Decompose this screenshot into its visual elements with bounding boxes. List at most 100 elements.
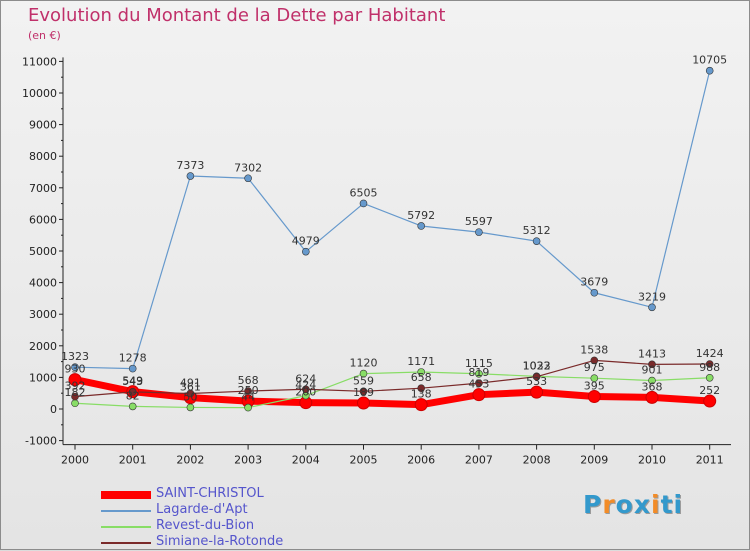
brand-letter: t <box>660 490 674 519</box>
legend-label: SAINT-CHRISTOL <box>156 486 264 501</box>
data-point <box>587 390 601 404</box>
x-tick-label: 2002 <box>176 454 204 467</box>
data-point <box>705 360 714 368</box>
data-label: 533 <box>526 375 547 388</box>
proxiti-logo: Proxiti <box>583 490 683 519</box>
y-tick-label: 9000 <box>29 119 57 132</box>
data-point <box>71 392 79 401</box>
brand-letter: i <box>651 490 661 519</box>
data-label: 1278 <box>119 352 147 365</box>
data-point <box>301 247 310 256</box>
data-point <box>414 398 428 412</box>
data-label: 6505 <box>350 186 378 199</box>
data-label: 975 <box>584 361 605 374</box>
x-tick-label: 2007 <box>465 454 493 467</box>
data-label: 7302 <box>234 161 262 174</box>
data-point <box>532 372 541 381</box>
data-point <box>417 384 426 393</box>
y-tick-label: 8000 <box>29 150 57 163</box>
y-tick-label: 0 <box>50 403 57 416</box>
legend-label: Lagarde-d'Apt <box>156 502 248 517</box>
y-tick-label: 5000 <box>29 245 57 258</box>
data-label: 5597 <box>465 215 493 228</box>
data-label: 624 <box>295 372 316 385</box>
data-label: 189 <box>353 386 374 399</box>
data-label: 930 <box>65 363 86 376</box>
data-label: 1424 <box>696 347 724 360</box>
y-unit-label: (en €) <box>28 29 61 42</box>
data-point <box>475 369 483 378</box>
y-tick-label: 3000 <box>29 308 57 321</box>
chart-title: Evolution du Montant de la Dette par Hab… <box>28 5 446 26</box>
x-tick-label: 2010 <box>638 454 666 467</box>
y-tick-label: 10000 <box>22 87 57 100</box>
data-label: 392 <box>65 380 86 393</box>
x-tick-label: 2003 <box>234 454 262 467</box>
data-point <box>648 360 656 369</box>
data-label: 252 <box>699 384 720 397</box>
brand-letter: P <box>583 490 603 519</box>
data-label: 10705 <box>692 54 727 67</box>
data-point <box>244 403 252 412</box>
x-tick-label: 2006 <box>407 454 435 467</box>
data-label: 491 <box>180 376 201 389</box>
data-label: 5312 <box>523 224 551 237</box>
data-label: 1171 <box>407 355 435 368</box>
data-label: 1120 <box>350 357 378 370</box>
data-label: 424 <box>295 379 316 392</box>
data-label: 658 <box>411 371 432 384</box>
data-label: 901 <box>642 364 663 377</box>
data-label: 568 <box>238 374 259 387</box>
data-point <box>475 379 483 387</box>
data-label: 819 <box>468 366 489 379</box>
data-label: 1538 <box>580 343 608 356</box>
brand-letter: r <box>602 490 616 519</box>
data-label: 5792 <box>407 209 435 222</box>
legend-item: Simiane-la-Rotonde <box>101 534 401 551</box>
data-point <box>530 385 544 399</box>
data-label: 361 <box>180 381 201 394</box>
data-label: 559 <box>353 374 374 387</box>
y-tick-label: 2000 <box>29 340 57 353</box>
legend-item: SAINT-CHRISTOL <box>101 486 401 503</box>
data-label: 1323 <box>61 350 89 363</box>
data-point <box>186 172 195 180</box>
data-label: 50 <box>183 390 197 403</box>
data-label: 543 <box>122 375 143 388</box>
data-point <box>417 222 426 230</box>
data-point <box>71 363 79 371</box>
data-label: 1033 <box>523 359 551 372</box>
data-point <box>590 356 599 365</box>
data-point <box>703 394 717 408</box>
data-label: 395 <box>584 380 605 393</box>
data-point <box>645 390 659 404</box>
data-point <box>590 288 599 297</box>
data-point <box>128 388 137 396</box>
y-tick-label: 1000 <box>29 371 57 384</box>
data-point <box>359 387 368 396</box>
y-tick-label: 11000 <box>22 55 57 68</box>
legend-label: Revest-du-Bion <box>156 518 255 533</box>
series-line-1 <box>74 70 711 370</box>
data-label: 1413 <box>638 347 666 360</box>
data-point <box>417 368 426 376</box>
data-label: 368 <box>642 380 663 393</box>
data-point <box>705 66 714 75</box>
data-label: 138 <box>411 388 432 401</box>
data-label: 549 <box>122 375 143 388</box>
x-tick-label: 2004 <box>292 454 320 467</box>
data-point <box>648 303 656 312</box>
data-label: 1022 <box>523 360 551 373</box>
x-tick-label: 2011 <box>696 454 724 467</box>
x-tick-label: 2009 <box>580 454 608 467</box>
data-point <box>705 373 714 382</box>
legend-item: Lagarde-d'Apt <box>101 502 401 519</box>
data-point <box>301 385 310 394</box>
data-label: 82 <box>126 389 140 402</box>
data-label: 182 <box>65 386 86 399</box>
data-label: 200 <box>295 386 316 399</box>
data-point <box>128 364 137 373</box>
data-label: 44 <box>241 391 255 404</box>
